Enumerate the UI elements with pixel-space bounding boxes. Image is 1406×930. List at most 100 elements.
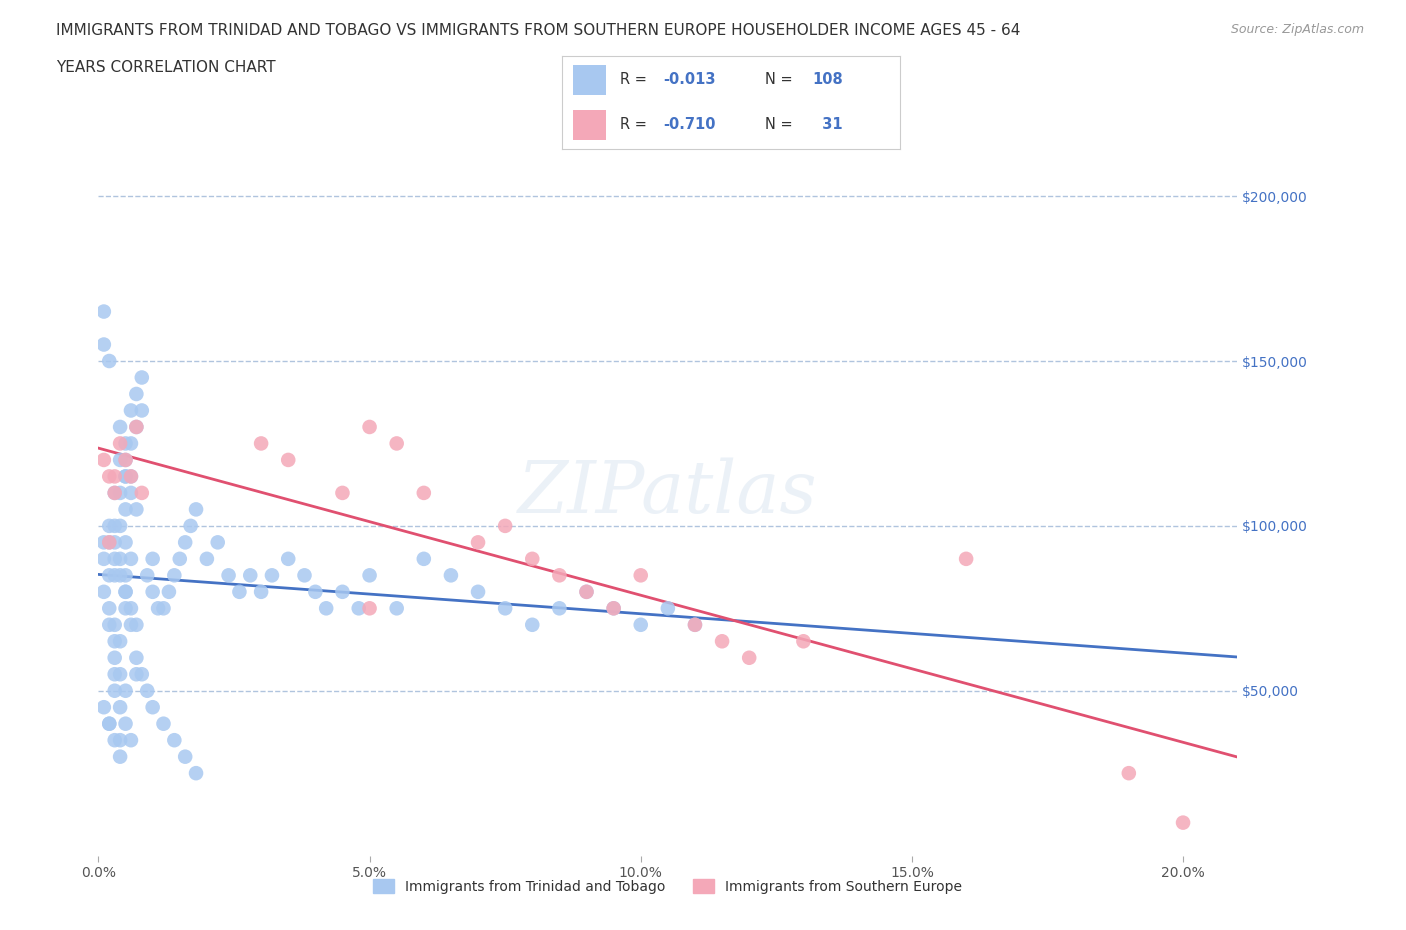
Bar [572, 110, 606, 140]
Text: YEARS CORRELATION CHART: YEARS CORRELATION CHART [56, 60, 276, 75]
Point [114, 601, 136, 616]
Point [575, 584, 598, 599]
Point [228, 584, 250, 599]
Point [522, 618, 544, 632]
Point [98, 568, 121, 583]
Point [218, 568, 240, 583]
Point [152, 716, 174, 731]
Point [93, 551, 115, 566]
Point [98, 618, 121, 632]
Point [125, 667, 148, 682]
Point [93, 699, 115, 714]
Point [385, 601, 408, 616]
Point [114, 469, 136, 484]
Point [98, 535, 121, 550]
Point [114, 436, 136, 451]
Point [125, 502, 148, 517]
Point [93, 304, 115, 319]
Point [108, 551, 131, 566]
Point [131, 485, 153, 500]
Point [114, 716, 136, 731]
Point [136, 684, 159, 698]
Point [104, 650, 127, 665]
Point [114, 535, 136, 550]
Point [522, 551, 544, 566]
Point [114, 684, 136, 698]
Text: N =: N = [765, 73, 797, 87]
Point [142, 551, 165, 566]
Point [955, 551, 977, 566]
Point [104, 733, 127, 748]
Text: ZIPatlas: ZIPatlas [517, 458, 818, 528]
Point [304, 584, 326, 599]
Point [125, 650, 148, 665]
Point [125, 419, 148, 434]
Point [98, 601, 121, 616]
Point [131, 370, 153, 385]
Point [412, 551, 434, 566]
Point [104, 684, 127, 698]
Point [104, 535, 127, 550]
Point [239, 568, 262, 583]
Point [184, 502, 207, 517]
Point [548, 601, 571, 616]
Point [467, 535, 489, 550]
Point [602, 601, 624, 616]
Point [108, 634, 131, 649]
Point [359, 568, 381, 583]
Point [142, 699, 165, 714]
Point [157, 584, 180, 599]
Point [104, 568, 127, 583]
Point [108, 485, 131, 500]
Point [104, 634, 127, 649]
Point [250, 436, 273, 451]
Point [125, 419, 148, 434]
Text: 31: 31 [813, 117, 842, 132]
Point [104, 551, 127, 566]
Point [120, 403, 142, 418]
Point [120, 601, 142, 616]
Point [108, 436, 131, 451]
Point [120, 733, 142, 748]
Point [125, 618, 148, 632]
Point [98, 469, 121, 484]
Point [575, 584, 598, 599]
Point [120, 485, 142, 500]
Point [163, 568, 186, 583]
Point [494, 518, 516, 533]
Point [131, 403, 153, 418]
Point [152, 601, 174, 616]
Point [683, 618, 706, 632]
Point [294, 568, 316, 583]
Point [104, 618, 127, 632]
Point [131, 667, 153, 682]
Point [180, 518, 202, 533]
Point [108, 750, 131, 764]
Point [120, 469, 142, 484]
Point [120, 618, 142, 632]
Point [711, 634, 734, 649]
Point [250, 584, 273, 599]
Point [207, 535, 229, 550]
Point [142, 584, 165, 599]
Point [120, 436, 142, 451]
Point [98, 535, 121, 550]
Text: R =: R = [620, 73, 651, 87]
Text: N =: N = [765, 117, 797, 132]
Point [108, 453, 131, 468]
Point [93, 337, 115, 352]
Text: IMMIGRANTS FROM TRINIDAD AND TOBAGO VS IMMIGRANTS FROM SOUTHERN EUROPE HOUSEHOLD: IMMIGRANTS FROM TRINIDAD AND TOBAGO VS I… [56, 23, 1021, 38]
Point [277, 551, 299, 566]
Point [120, 551, 142, 566]
Point [108, 568, 131, 583]
Point [683, 618, 706, 632]
Point [136, 568, 159, 583]
Point [98, 518, 121, 533]
Point [792, 634, 814, 649]
Point [104, 518, 127, 533]
Point [98, 716, 121, 731]
Bar [572, 65, 606, 95]
Point [277, 453, 299, 468]
Point [359, 419, 381, 434]
Point [108, 518, 131, 533]
